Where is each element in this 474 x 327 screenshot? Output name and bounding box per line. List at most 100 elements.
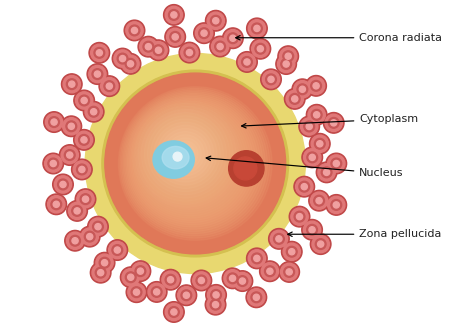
- Circle shape: [181, 44, 198, 61]
- Circle shape: [268, 76, 274, 82]
- Circle shape: [285, 53, 292, 59]
- Circle shape: [267, 268, 273, 274]
- Circle shape: [296, 178, 313, 195]
- Circle shape: [72, 206, 82, 216]
- Circle shape: [151, 122, 220, 192]
- Circle shape: [154, 126, 215, 187]
- Circle shape: [128, 284, 145, 301]
- Circle shape: [255, 43, 266, 54]
- Circle shape: [323, 112, 344, 133]
- Circle shape: [309, 227, 315, 233]
- Circle shape: [107, 240, 128, 260]
- Circle shape: [72, 238, 78, 244]
- Circle shape: [173, 152, 182, 161]
- Circle shape: [328, 155, 345, 172]
- Circle shape: [172, 34, 178, 40]
- Circle shape: [66, 121, 77, 132]
- Circle shape: [307, 224, 318, 235]
- Circle shape: [169, 142, 192, 165]
- Circle shape: [210, 289, 221, 300]
- Circle shape: [179, 147, 192, 160]
- Circle shape: [161, 134, 203, 176]
- Circle shape: [125, 59, 136, 69]
- Circle shape: [261, 263, 279, 280]
- Circle shape: [331, 158, 342, 169]
- Circle shape: [205, 10, 226, 31]
- Circle shape: [278, 46, 299, 66]
- Circle shape: [89, 43, 109, 63]
- Circle shape: [178, 286, 195, 304]
- Circle shape: [122, 268, 139, 286]
- Circle shape: [257, 46, 264, 52]
- Circle shape: [291, 208, 308, 225]
- Ellipse shape: [162, 146, 189, 169]
- Circle shape: [80, 194, 91, 204]
- Circle shape: [92, 69, 103, 79]
- Circle shape: [172, 145, 187, 161]
- Circle shape: [299, 181, 310, 192]
- Circle shape: [48, 158, 59, 169]
- Circle shape: [281, 59, 292, 69]
- Circle shape: [91, 109, 97, 115]
- Circle shape: [318, 241, 324, 247]
- Circle shape: [92, 221, 103, 232]
- Circle shape: [149, 121, 222, 194]
- Circle shape: [67, 152, 73, 158]
- Circle shape: [82, 196, 89, 202]
- Circle shape: [165, 303, 182, 321]
- Circle shape: [326, 153, 346, 174]
- Circle shape: [232, 271, 253, 291]
- Circle shape: [210, 36, 230, 57]
- Circle shape: [60, 181, 66, 188]
- Circle shape: [167, 277, 173, 283]
- Circle shape: [318, 164, 335, 181]
- Circle shape: [307, 152, 318, 163]
- Circle shape: [303, 149, 321, 166]
- Circle shape: [171, 309, 177, 315]
- Circle shape: [99, 76, 119, 96]
- Circle shape: [131, 287, 142, 298]
- Circle shape: [302, 147, 323, 168]
- Circle shape: [238, 53, 255, 71]
- Circle shape: [155, 47, 162, 53]
- Circle shape: [120, 267, 141, 287]
- Circle shape: [306, 105, 327, 125]
- Circle shape: [148, 119, 225, 196]
- Circle shape: [163, 131, 208, 176]
- Circle shape: [292, 79, 313, 100]
- Circle shape: [186, 49, 192, 56]
- Circle shape: [153, 45, 164, 56]
- Circle shape: [118, 87, 272, 240]
- Circle shape: [128, 274, 134, 280]
- Circle shape: [46, 194, 67, 215]
- Circle shape: [89, 65, 106, 83]
- Circle shape: [126, 95, 260, 229]
- Circle shape: [72, 159, 92, 180]
- Circle shape: [228, 33, 238, 43]
- Circle shape: [129, 98, 255, 225]
- Circle shape: [333, 161, 339, 166]
- Circle shape: [321, 167, 332, 178]
- Circle shape: [314, 138, 325, 149]
- Circle shape: [137, 108, 241, 212]
- Circle shape: [142, 113, 234, 205]
- Circle shape: [70, 235, 81, 246]
- Circle shape: [170, 144, 190, 163]
- Circle shape: [132, 263, 149, 280]
- Circle shape: [61, 116, 82, 137]
- Circle shape: [160, 132, 206, 178]
- Circle shape: [164, 5, 184, 25]
- Circle shape: [94, 252, 115, 273]
- Circle shape: [88, 216, 108, 237]
- Circle shape: [125, 272, 136, 283]
- Circle shape: [279, 262, 300, 282]
- Ellipse shape: [153, 141, 194, 178]
- Circle shape: [294, 81, 311, 98]
- Circle shape: [146, 43, 152, 50]
- Circle shape: [87, 233, 93, 240]
- Circle shape: [53, 174, 73, 195]
- Circle shape: [94, 47, 105, 58]
- Circle shape: [277, 55, 295, 73]
- Circle shape: [130, 100, 253, 223]
- Circle shape: [176, 144, 195, 163]
